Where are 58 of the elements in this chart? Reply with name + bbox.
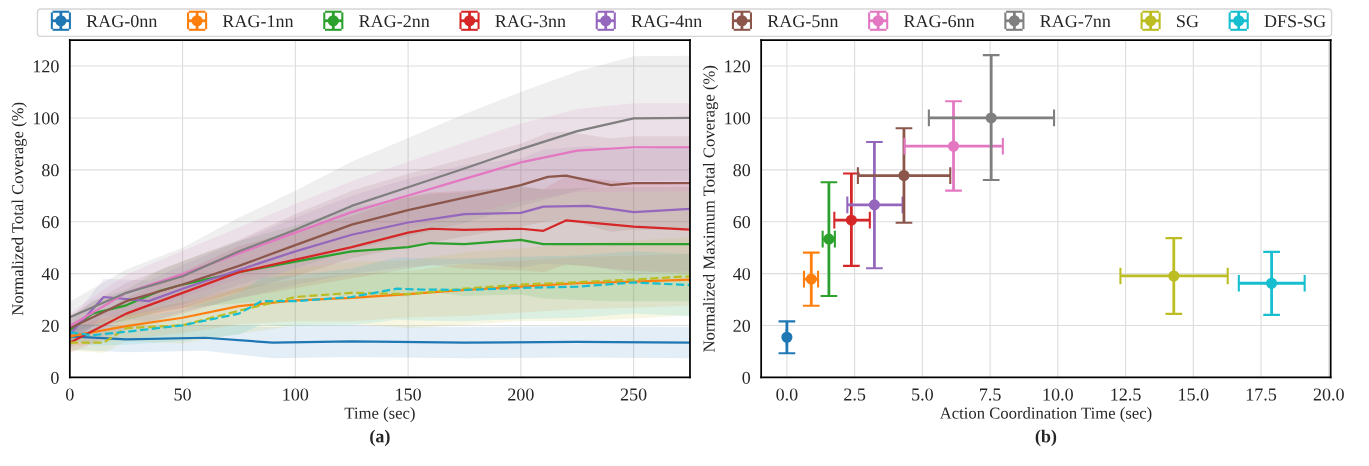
x-tick-label: 250 <box>620 388 647 401</box>
x-tick-label: 0 <box>65 388 74 401</box>
y-axis-title: Normalized Total Coverage (%) <box>11 102 27 316</box>
x-tick-label: 50 <box>174 388 191 401</box>
y-tick-label: 120 <box>725 60 751 73</box>
y-tick-label: 0 <box>742 371 751 384</box>
x-axis-title: Action Coordination Time (sec) <box>939 407 1152 423</box>
text: (b) <box>1035 429 1057 447</box>
y-tick-label: 80 <box>42 164 59 177</box>
x-tick-label: 17.5 <box>1246 388 1277 401</box>
legend-label: RAG-2nn <box>359 15 430 28</box>
legend-label: RAG-4nn <box>631 15 702 28</box>
line-series <box>69 219 690 344</box>
point <box>781 331 793 343</box>
legend-label: RAG-1nn <box>222 15 294 28</box>
point <box>1266 277 1278 289</box>
legend-label: RAG-6nn <box>903 15 975 28</box>
x-axis-title: Time (sec) <box>344 407 415 423</box>
y-tick-label: 60 <box>733 216 751 229</box>
y-tick-label: 60 <box>42 216 59 229</box>
point <box>868 199 880 211</box>
legend-label: SG <box>1177 15 1199 28</box>
line-series <box>69 238 690 332</box>
legend-label: RAG-7nn <box>1040 15 1111 28</box>
y-axis-title: Normalized Maximum Total Coverage (%) <box>702 65 719 352</box>
x-tick-label: 150 <box>396 388 421 401</box>
y-tick-label: 80 <box>733 164 751 177</box>
point <box>947 140 960 152</box>
x-tick-label: 12.5 <box>1111 388 1141 401</box>
point <box>985 112 997 124</box>
point <box>805 273 817 285</box>
x-tick-label: 200 <box>508 388 534 401</box>
legend-label: DFS-SG <box>1264 15 1326 28</box>
x-tick-label: 2.5 <box>844 388 866 401</box>
y-tick-label: 0 <box>51 371 59 384</box>
x-tick-label: 5.0 <box>912 388 933 401</box>
legend-label: RAG-3nn <box>495 15 566 28</box>
point <box>823 233 835 245</box>
point <box>898 169 910 182</box>
text: (a) <box>370 429 390 447</box>
x-tick-label: 20.0 <box>1313 388 1344 401</box>
y-tick-label: 100 <box>33 112 59 125</box>
x-tick-label: 15.0 <box>1179 388 1209 401</box>
x-tick-label: 7.5 <box>980 388 1001 401</box>
x-tick-label: 0.0 <box>776 388 798 401</box>
y-tick-label: 20 <box>42 319 59 332</box>
y-tick-label: 40 <box>41 267 59 281</box>
point <box>845 214 857 226</box>
legend-label: RAG-5nn <box>767 15 839 28</box>
legend-label: RAG-0nn <box>86 15 158 28</box>
x-tick-label: 10.0 <box>1043 388 1073 401</box>
line-series <box>69 335 690 344</box>
y-tick-label: 20 <box>733 319 751 332</box>
y-tick-label: 120 <box>33 60 59 73</box>
y-tick-label: 100 <box>725 112 751 125</box>
x-tick-label: 100 <box>283 388 309 401</box>
y-tick-label: 40 <box>733 267 751 281</box>
point <box>1168 270 1180 282</box>
